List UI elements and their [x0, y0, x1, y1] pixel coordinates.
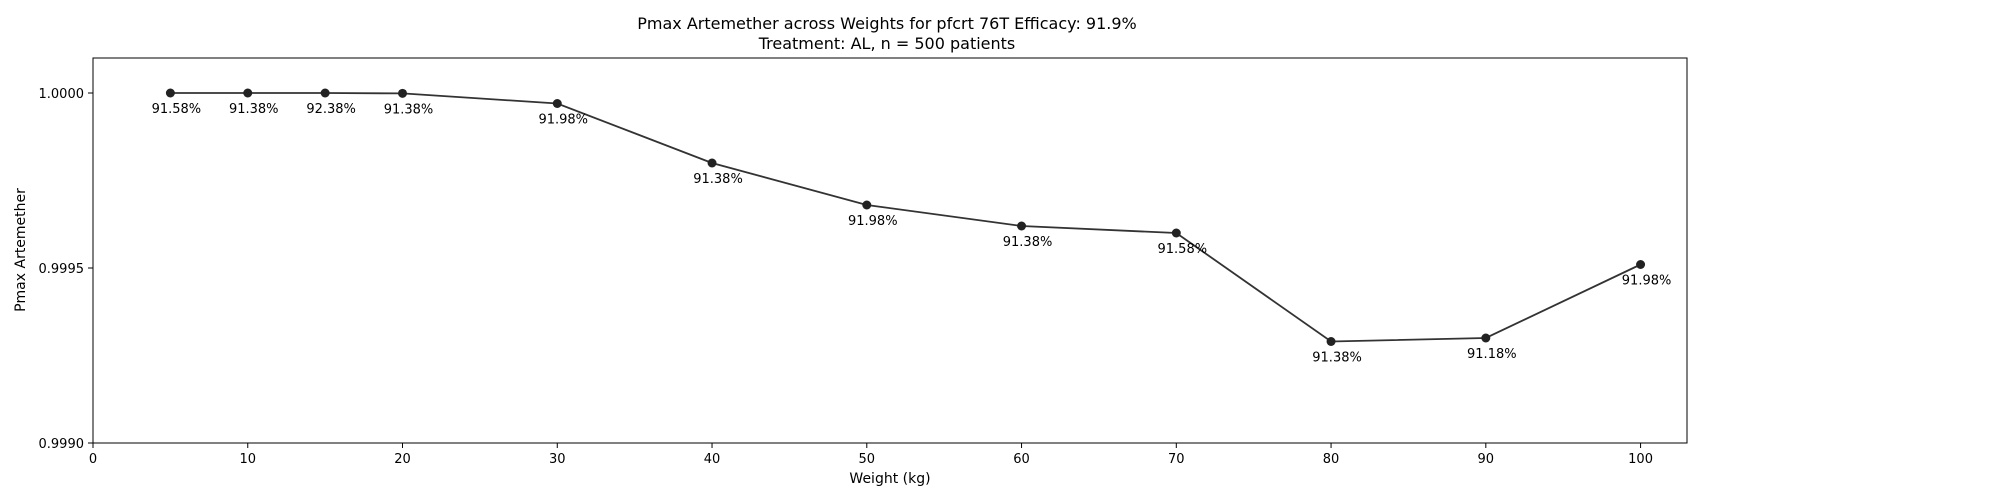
- data-label: 91.98%: [1622, 274, 1672, 289]
- chart-subtitle: Treatment: AL, n = 500 patients: [758, 34, 1016, 53]
- x-axis: 0 10 20 30 40 50 60 70 80 90 100: [89, 443, 1653, 467]
- x-tick-label: 80: [1323, 452, 1340, 467]
- x-tick-label: 20: [394, 452, 411, 467]
- data-point: [552, 99, 562, 108]
- series-line: [170, 92, 1641, 343]
- x-tick-label: 70: [1168, 452, 1185, 467]
- data-label: 91.38%: [693, 172, 743, 187]
- y-tick-label: 0.9990: [39, 437, 85, 452]
- data-label: 91.38%: [384, 102, 434, 117]
- data-label: 91.38%: [1003, 235, 1053, 250]
- data-series: 91.58% 91.38% 92.38% 91.38% 91.98% 91.38% 91.9…: [152, 88, 1672, 366]
- y-axis: 0.9990 0.9995 1.0000: [39, 87, 93, 452]
- data-label: 91.58%: [152, 102, 202, 117]
- x-tick-label: 90: [1478, 452, 1495, 467]
- data-point: [1326, 337, 1336, 346]
- data-label: 91.98%: [848, 214, 898, 229]
- data-point: [165, 88, 175, 98]
- data-point: [1481, 333, 1491, 343]
- data-point: [1636, 260, 1646, 269]
- data-point: [862, 200, 872, 210]
- x-tick-label: 50: [859, 452, 876, 467]
- data-label: 91.98%: [538, 113, 588, 128]
- x-tick-label: 0: [89, 452, 97, 467]
- data-label: 92.38%: [306, 102, 356, 117]
- data-point: [243, 88, 253, 98]
- plot-frame: [92, 57, 1688, 444]
- data-point: [320, 88, 330, 98]
- x-tick-label: 40: [704, 452, 721, 467]
- x-tick-label: 30: [549, 452, 566, 467]
- x-tick-label: 100: [1628, 452, 1653, 467]
- data-point: [398, 88, 408, 98]
- data-label: 91.58%: [1158, 242, 1208, 257]
- data-point: [1171, 228, 1181, 238]
- y-tick-label: 0.9995: [39, 262, 85, 277]
- x-tick-label: 60: [1013, 452, 1030, 467]
- y-axis-label: Pmax Artemether: [13, 188, 29, 312]
- y-tick-label: 1.0000: [39, 87, 85, 102]
- data-label: 91.38%: [229, 102, 279, 117]
- chart-title: Pmax Artemether across Weights for pfcrt…: [637, 14, 1137, 33]
- data-label: 91.38%: [1312, 351, 1362, 366]
- x-axis-label: Weight (kg): [849, 471, 930, 487]
- data-point: [707, 158, 717, 168]
- data-label: 91.18%: [1467, 347, 1517, 362]
- data-point: [1017, 221, 1027, 231]
- x-tick-label: 10: [239, 452, 256, 467]
